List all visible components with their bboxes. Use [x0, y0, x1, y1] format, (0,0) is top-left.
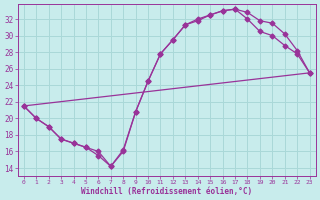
X-axis label: Windchill (Refroidissement éolien,°C): Windchill (Refroidissement éolien,°C): [81, 187, 252, 196]
